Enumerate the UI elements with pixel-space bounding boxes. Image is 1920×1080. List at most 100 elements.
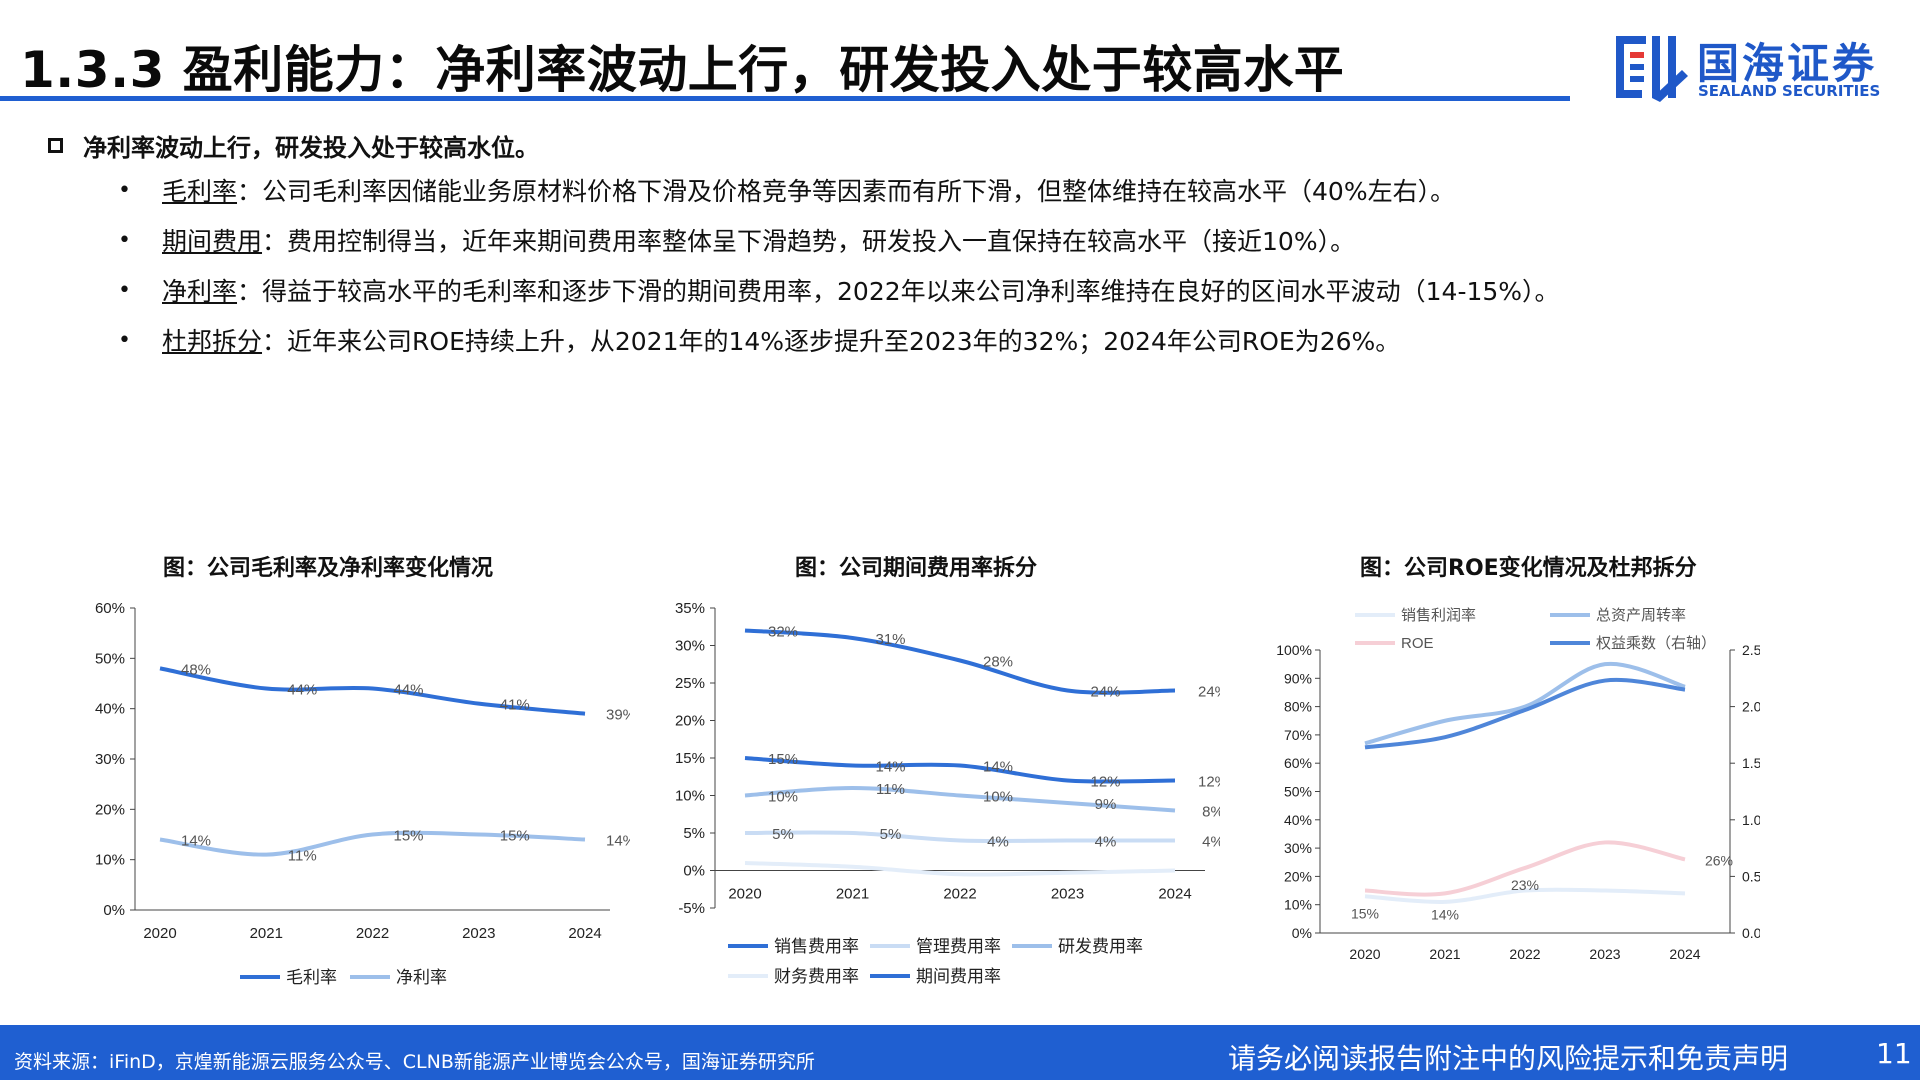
data-label: 14% xyxy=(181,833,211,850)
data-label: 15% xyxy=(393,828,423,845)
data-label: 32% xyxy=(768,624,798,641)
legend-label: ROE xyxy=(1401,635,1434,652)
summary-item-net-margin: • 净利率 ：得益于较高水平的毛利率和逐步下滑的期间费用率，2022年以来公司净… xyxy=(118,265,1888,315)
x-tick-label: 2020 xyxy=(728,886,761,903)
data-label: 24% xyxy=(1090,684,1120,701)
data-label: 41% xyxy=(500,697,530,714)
y-tick-label: 30% xyxy=(95,751,125,768)
x-tick-label: 2022 xyxy=(943,886,976,903)
data-label: 4% xyxy=(1095,834,1117,851)
data-label: 15% xyxy=(768,751,798,768)
data-label: 15% xyxy=(1351,906,1379,922)
data-label: 15% xyxy=(500,828,530,845)
data-label: 5% xyxy=(772,826,794,843)
x-tick-label: 2023 xyxy=(1589,946,1620,962)
data-label: 24% xyxy=(1198,684,1220,701)
y-tick-label: 20% xyxy=(675,713,705,730)
y-tick-label: 10% xyxy=(1284,897,1312,913)
legend-label: 销售利润率 xyxy=(1401,607,1476,624)
logo-text-cn: 国海证券 xyxy=(1697,39,1878,88)
y-tick-label: 0% xyxy=(103,902,125,919)
legend-label: 总资产周转率 xyxy=(1596,607,1686,624)
summary-item-expenses: • 期间费用 ：费用控制得当，近年来期间费用率整体呈下滑趋势，研发投入一直保持在… xyxy=(118,215,1888,265)
data-label: 44% xyxy=(287,682,317,699)
summary-term: 净利率 xyxy=(162,277,238,306)
data-label: 4% xyxy=(1202,834,1220,851)
page-title: 1.3.3 盈利能力：净利率波动上行，研发投入处于较高水平 xyxy=(20,41,1345,99)
y-tick-label: 90% xyxy=(1284,670,1312,686)
x-tick-label: 2024 xyxy=(1158,886,1191,903)
x-tick-label: 2024 xyxy=(568,925,601,942)
summary-text: ：费用控制得当，近年来期间费用率整体呈下滑趋势，研发投入一直保持在较高水平（接近… xyxy=(262,227,1356,256)
y-right-tick-label: 0.5 xyxy=(1742,868,1760,884)
data-label: 44% xyxy=(393,682,423,699)
y-right-tick-label: 2.5 xyxy=(1742,642,1760,658)
data-label: 48% xyxy=(181,661,211,678)
data-label: 11% xyxy=(876,781,905,798)
chart3-title: 图：公司ROE变化情况及杜邦拆分 xyxy=(1360,556,1697,581)
y-tick-label: 0% xyxy=(683,863,705,880)
y-tick-label: 70% xyxy=(1284,727,1312,743)
disclaimer-text: 请务必阅读报告附注中的风险提示和免责声明 xyxy=(1228,1042,1789,1075)
y-tick-label: 30% xyxy=(675,638,705,655)
y-right-tick-label: 0.0 xyxy=(1742,925,1760,941)
series-line-net-margin xyxy=(159,830,586,857)
data-label: 12% xyxy=(1198,774,1220,791)
chart2-title: 图：公司期间费用率拆分 xyxy=(795,556,1038,581)
x-tick-label: 2021 xyxy=(1429,946,1460,962)
data-label: 23% xyxy=(1511,877,1539,893)
data-label: 14% xyxy=(606,833,630,850)
x-tick-label: 2020 xyxy=(1349,946,1380,962)
x-tick-label: 2021 xyxy=(250,925,283,942)
chart-roe-dupont: 100% 90% 80% 70% 60% 50% 40% 30% 20% 10% 0% 2.5 2.0 1… xyxy=(1276,607,1760,962)
x-tick-label: 2022 xyxy=(356,925,389,942)
legend-label: 权益乘数（右轴） xyxy=(1596,635,1716,652)
series-line-asset-turnover xyxy=(1364,661,1686,746)
title-underline xyxy=(0,96,1570,101)
data-label: 31% xyxy=(875,631,905,648)
data-label: 14% xyxy=(1431,906,1459,922)
summary-term: 毛利率 xyxy=(162,177,238,206)
legend-label: 净利率 xyxy=(396,968,447,987)
legend-label: 财务费用率 xyxy=(774,967,859,986)
page-number: 11 xyxy=(1876,1037,1912,1070)
series-line-equity-multiplier xyxy=(1364,677,1686,750)
data-label: 14% xyxy=(875,759,905,776)
y-tick-label: 10% xyxy=(95,852,125,869)
y-tick-label: 50% xyxy=(1284,784,1312,800)
chart-margins: 60% 50% 40% 30% 20% 10% 0% 2020 2021 2022 2023 2024… xyxy=(95,600,630,987)
summary-item-gross-margin: • 毛利率 ：公司毛利率因储能业务原材料价格下滑及价格竞争等因素而有所下滑，但整… xyxy=(118,165,1888,215)
series-line-period xyxy=(744,628,1176,695)
data-label: 28% xyxy=(983,654,1013,671)
company-logo: 国海证券 SEALAND SECURITIES xyxy=(1612,30,1902,110)
data-label: 5% xyxy=(880,826,902,843)
y-right-tick-label: 1.0 xyxy=(1742,812,1760,828)
y-tick-label: 20% xyxy=(1284,868,1312,884)
x-tick-label: 2021 xyxy=(836,886,869,903)
summary-text: ：得益于较高水平的毛利率和逐步下滑的期间费用率，2022年以来公司净利率维持在良… xyxy=(237,277,1560,306)
y-tick-label: -5% xyxy=(678,900,705,917)
data-label: 10% xyxy=(768,789,798,806)
series-line-sales xyxy=(744,756,1176,784)
chart-expense-ratios: 35% 30% 25% 20% 15% 10% 5% 0% -5% 2020 2021 2022 202… xyxy=(675,600,1220,986)
y-tick-label: 40% xyxy=(1284,812,1312,828)
y-tick-label: 0% xyxy=(1292,925,1312,941)
summary-section: 净利率波动上行，研发投入处于较高水位。 • 毛利率 ：公司毛利率因储能业务原材料… xyxy=(48,125,1888,365)
data-label: 10% xyxy=(983,789,1013,806)
summary-text: ：公司毛利率因储能业务原材料价格下滑及价格竞争等因素而有所下滑，但整体维持在较高… xyxy=(237,177,1456,206)
x-tick-label: 2023 xyxy=(462,925,495,942)
summary-main-text: 净利率波动上行，研发投入处于较高水位。 xyxy=(83,133,539,162)
y-tick-label: 20% xyxy=(95,801,125,818)
series-line-admin xyxy=(744,830,1175,844)
summary-heading: 净利率波动上行，研发投入处于较高水位。 xyxy=(48,125,1888,165)
data-label: 11% xyxy=(288,848,317,865)
legend-label: 管理费用率 xyxy=(916,937,1001,956)
series-line-profit-margin xyxy=(1364,887,1686,904)
y-right-tick-label: 2.0 xyxy=(1742,699,1760,715)
series-line-gross-margin xyxy=(159,666,586,716)
x-tick-label: 2024 xyxy=(1669,946,1700,962)
summary-item-dupont: • 杜邦拆分 ：近年来公司ROE持续上升，从2021年的14%逐步提升至2023… xyxy=(118,315,1888,365)
y-tick-label: 80% xyxy=(1284,699,1312,715)
y-tick-label: 40% xyxy=(95,701,125,718)
bullet-dot-icon: • xyxy=(118,177,131,203)
